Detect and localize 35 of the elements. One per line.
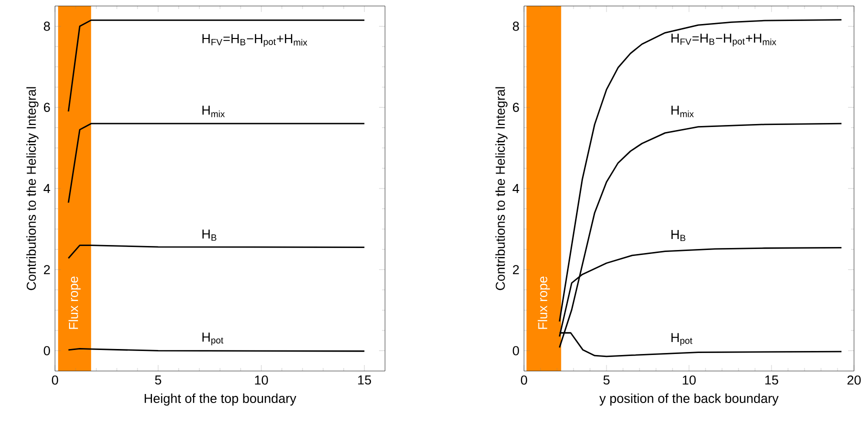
x-tick-label: 10 (682, 376, 696, 385)
y-tick-label: 6 (512, 102, 519, 112)
x-tick-label: 5 (155, 376, 162, 385)
y-tick-label: 2 (512, 265, 519, 274)
x-tick-label: 5 (603, 376, 610, 385)
x-axis-title: Height of the top boundary (144, 394, 296, 406)
line-series (68, 244, 366, 259)
y-axis-title: Contributions to the Helicity Integral (495, 87, 508, 290)
series-label: H$_{FV}$=H$_{B}$−H$_{pot}$+H$_{mix}$ (671, 34, 776, 46)
series-label: H$_{FV}$=H$_{B}$−H$_{pot}$+H$_{mix}$ (202, 34, 308, 47)
line-series (558, 19, 842, 322)
y-tick-label: 8 (512, 22, 519, 31)
x-tick-label: 20 (847, 376, 861, 385)
series-label: H$_{pot}$ (202, 332, 224, 346)
series-label: H$_{mix}$ (671, 106, 694, 118)
y-tick-label: 0 (44, 346, 50, 356)
series-label: H$_{B}$ (202, 230, 216, 241)
x-axis-title: y position of the back boundary (599, 394, 779, 406)
series-label: H$_{mix}$ (202, 106, 225, 118)
x-tick-label: 10 (255, 376, 268, 385)
y-tick-label: 6 (44, 102, 50, 112)
y-tick-label: 4 (512, 184, 520, 193)
y-tick-label: 2 (44, 265, 50, 274)
series-label: H$_{pot}$ (671, 333, 692, 346)
y-tick-label: 8 (44, 22, 50, 31)
band-label: Flux rope (68, 276, 81, 329)
x-tick-label: 15 (765, 376, 778, 385)
x-tick-label: 15 (358, 376, 372, 385)
y-axis-title: Contributions to the Helicity Integral (26, 87, 38, 290)
y-tick-label: 4 (44, 184, 50, 193)
series-label: H$_{B}$ (671, 230, 686, 242)
y-tick-label: 0 (512, 346, 519, 356)
x-tick-label: 0 (52, 376, 58, 385)
band-label: Flux rope (538, 276, 550, 329)
x-tick-label: 0 (520, 376, 528, 385)
